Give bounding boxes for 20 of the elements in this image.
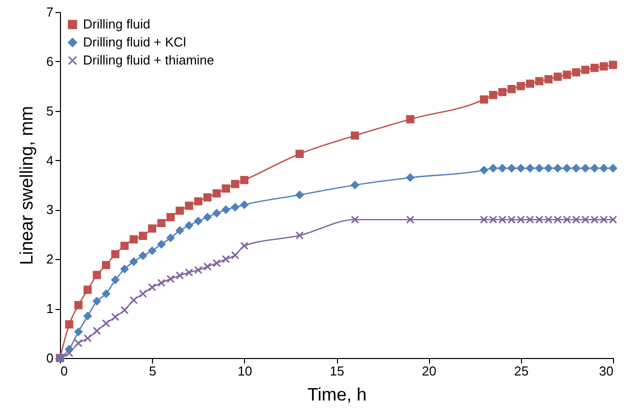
x-tick-label: 20 bbox=[422, 364, 436, 378]
x-axis-title: Time, h bbox=[307, 384, 367, 404]
x-tick-label: 10 bbox=[238, 364, 252, 378]
x-tick-label: 30 bbox=[599, 364, 614, 378]
x-tick-label: 5 bbox=[149, 364, 156, 378]
x-tick-label: 0 bbox=[60, 364, 68, 378]
x-tick-label: 25 bbox=[514, 364, 529, 378]
y-tick-label: 5 bbox=[46, 103, 54, 118]
y-tick-label: 7 bbox=[46, 4, 54, 20]
y-tick-label: 2 bbox=[46, 252, 54, 267]
y-tick-label: 6 bbox=[46, 54, 54, 69]
y-tick-label: 3 bbox=[46, 202, 54, 218]
x-tick-label: 15 bbox=[330, 364, 344, 378]
y-tick-label: 0 bbox=[46, 350, 54, 366]
y-tick-label: 1 bbox=[46, 301, 54, 316]
legend-label: Drilling fluid bbox=[83, 16, 150, 32]
legend-label: Drilling fluid + thiamine bbox=[83, 52, 214, 68]
y-tick-label: 4 bbox=[46, 152, 54, 168]
legend-label: Drilling fluid + KCl bbox=[83, 34, 186, 50]
y-axis-title: Linear swelling, mm bbox=[16, 106, 36, 266]
